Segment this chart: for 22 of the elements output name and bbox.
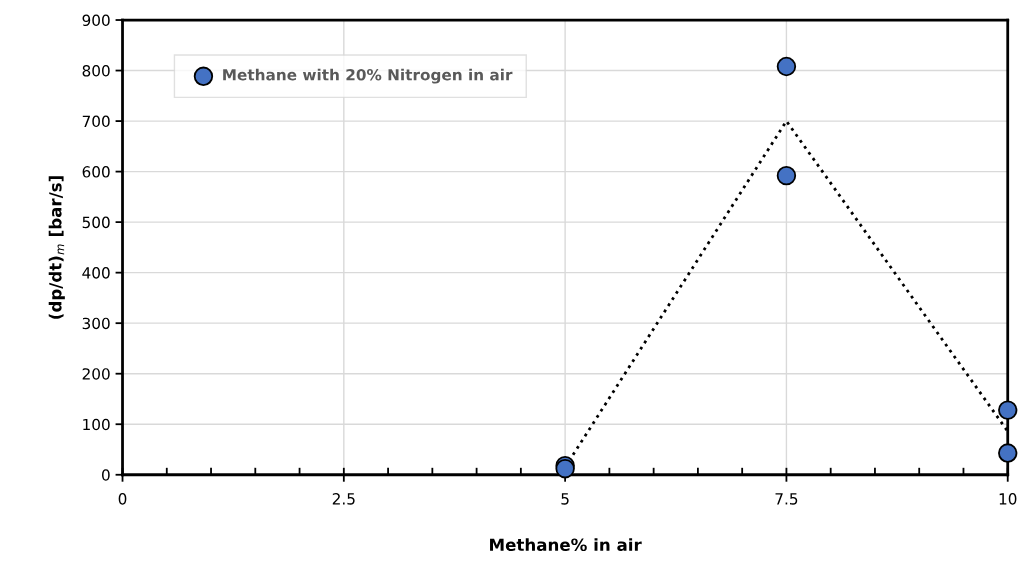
x-axis-title: Methane% in air: [490, 538, 642, 552]
y-axis-title: (dp/dt)$_{m}$ [bar/s]: [48, 176, 65, 319]
x-tick-label: 7.5: [775, 493, 798, 505]
y-tick-label: 900: [82, 14, 110, 27]
point: [776, 165, 797, 186]
y-tick-label: 800: [82, 65, 110, 77]
x-tick-label: 5: [561, 493, 569, 505]
y-tick-label: 700: [82, 115, 110, 128]
point: [776, 56, 797, 77]
x-tick-label: 2.5: [332, 493, 355, 505]
y-tick-label: 400: [82, 267, 110, 279]
y-tick-label: 500: [82, 216, 110, 229]
y-tick-label: 600: [82, 166, 110, 178]
y-tick-label: 0: [102, 469, 110, 481]
y-tick-label: 300: [82, 317, 110, 330]
point: [998, 400, 1018, 420]
y-tick-label: 200: [82, 368, 110, 380]
x-tick-label: 10: [999, 493, 1017, 505]
legend-label: Methane with 20% Nitrogen in air: [223, 68, 513, 84]
x-tick-label: 0: [118, 493, 127, 505]
y-tick-label: 100: [83, 418, 110, 431]
point: [998, 443, 1018, 463]
